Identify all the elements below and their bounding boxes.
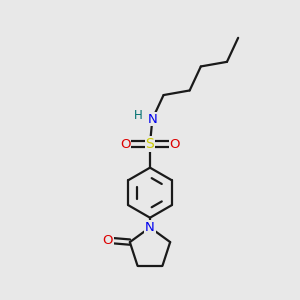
- Text: O: O: [169, 138, 180, 151]
- Text: N: N: [148, 112, 157, 126]
- Text: S: S: [146, 137, 154, 151]
- Text: N: N: [145, 221, 155, 234]
- Text: O: O: [103, 234, 113, 247]
- Text: O: O: [120, 138, 130, 151]
- Text: H: H: [134, 109, 142, 122]
